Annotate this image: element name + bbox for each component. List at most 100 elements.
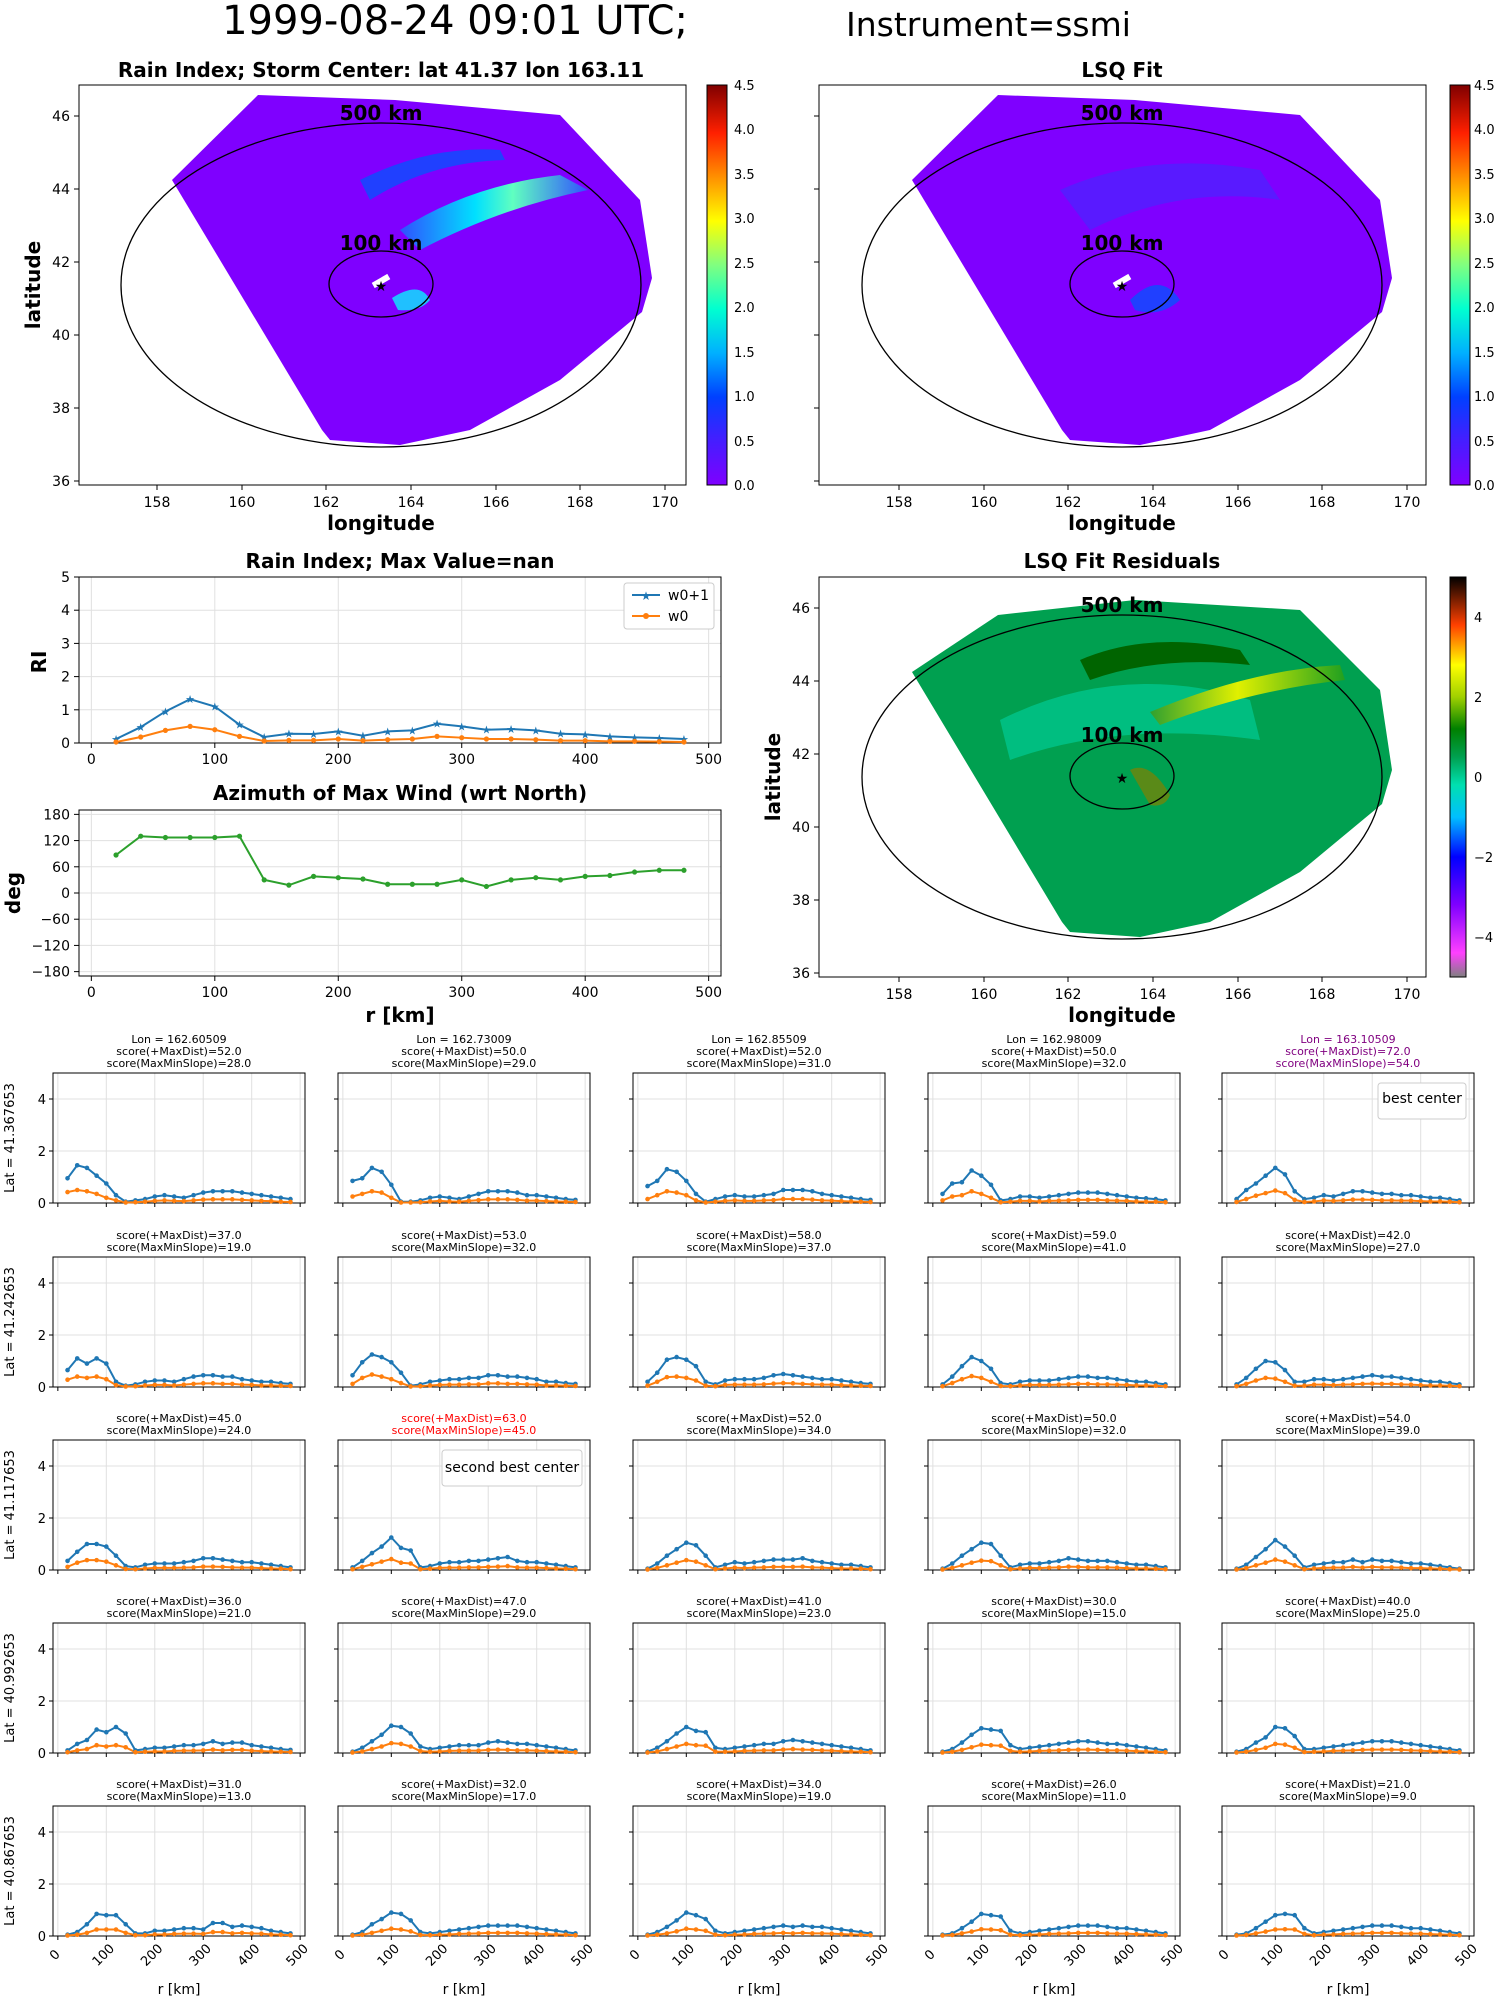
data-point: [230, 1740, 235, 1745]
data-point: [515, 1923, 520, 1928]
data-point: [959, 1553, 965, 1558]
data-point: [268, 1379, 274, 1385]
data-point: [171, 1383, 177, 1388]
data-point: [858, 1383, 864, 1388]
data-point: [466, 1375, 472, 1381]
data-point: [113, 1912, 119, 1918]
data-point: [200, 1927, 206, 1932]
data-point: [1114, 1741, 1120, 1747]
data-point: [1379, 1198, 1385, 1203]
data-point: [553, 1383, 559, 1388]
rain-gap-marker: [371, 273, 391, 289]
x-tick-label: 300: [1062, 1941, 1090, 1969]
score-cell: score(+MaxDist)=41.0score(MaxMinSlope)=2…: [629, 1595, 886, 1757]
cbar-tick: 0.0: [1474, 479, 1495, 494]
x-tick-label: 100: [201, 752, 228, 768]
data-point: [456, 1376, 462, 1382]
data-point: [1263, 1919, 1268, 1924]
series-line-w0p1: [942, 1541, 1166, 1570]
data-point: [703, 1916, 708, 1922]
data-point: [553, 1928, 559, 1934]
data-point: [742, 1744, 747, 1749]
data-point: [1056, 1382, 1062, 1387]
series-line-w0p1: [351, 1536, 576, 1569]
data-point: [1350, 1741, 1356, 1747]
x-tick-label: 100: [90, 1941, 118, 1969]
data-point: [181, 1931, 187, 1936]
cell-title-line: score(+MaxDist)=50.0: [991, 1412, 1116, 1425]
data-point: [385, 737, 391, 743]
data-point: [742, 1376, 747, 1382]
data-point: [1428, 1927, 1433, 1932]
data-point: [1253, 1378, 1259, 1383]
data-point: [259, 1565, 264, 1571]
data-point: [1282, 1742, 1288, 1747]
data-point: [1399, 1559, 1404, 1565]
data-point: [654, 1745, 660, 1751]
best-center-label: best center: [1382, 1091, 1462, 1107]
data-point: [544, 1748, 549, 1754]
data-point: [810, 1558, 815, 1564]
xtick: 168: [1309, 987, 1336, 1003]
data-point: [236, 733, 243, 739]
data-point: [1428, 1383, 1433, 1388]
data-point: [1085, 1374, 1091, 1379]
data-point: [1273, 1376, 1278, 1381]
data-point: [268, 1928, 274, 1934]
data-point: [359, 1558, 365, 1564]
data-point: [162, 1561, 167, 1566]
data-point: [191, 1558, 196, 1564]
data-point: [1134, 1199, 1139, 1204]
data-point: [1095, 1375, 1100, 1381]
data-point: [476, 1924, 481, 1930]
data-point: [1418, 1561, 1423, 1566]
data-point: [142, 1383, 148, 1388]
data-point: [1124, 1561, 1129, 1566]
data-point: [1273, 1741, 1278, 1747]
data-point: [278, 1199, 284, 1204]
data-point: [268, 1198, 274, 1204]
cell-frame: [52, 1622, 306, 1754]
data-point: [1457, 1749, 1462, 1755]
xtick: 160: [229, 495, 256, 511]
data-point: [969, 1546, 974, 1552]
data-point: [868, 1383, 873, 1389]
data-point: [1163, 1199, 1168, 1205]
data-point: [1134, 1748, 1139, 1754]
data-point: [1379, 1558, 1385, 1564]
azimuth-ylabel: deg: [1, 872, 25, 914]
data-point: [1389, 1191, 1394, 1197]
data-point: [1428, 1562, 1433, 1568]
data-point: [607, 738, 613, 744]
data-point: [761, 1192, 767, 1198]
data-point: [664, 1931, 670, 1936]
data-point: [505, 1381, 510, 1387]
data-point: [771, 1191, 776, 1197]
data-point: [389, 1195, 394, 1201]
data-point: [181, 1382, 187, 1387]
data-point: [829, 1565, 834, 1571]
cell-frame: [927, 1805, 1181, 1937]
data-point: [722, 1382, 728, 1388]
score-cell: score(+MaxDist)=47.0score(MaxMinSlope)=2…: [334, 1595, 591, 1757]
x-tick-label: 0: [47, 1947, 63, 1963]
data-point: [1399, 1198, 1404, 1203]
residual-map-yticks: 36 38 40 42 44 46: [792, 601, 819, 982]
data-point: [389, 1723, 394, 1728]
data-point: [1075, 1739, 1081, 1744]
data-point: [1124, 1565, 1129, 1571]
data-point: [1243, 1187, 1249, 1193]
data-point: [1321, 1565, 1327, 1571]
data-point: [239, 1747, 245, 1753]
data-point: [1046, 1931, 1052, 1937]
data-point: [181, 1198, 187, 1204]
data-point: [1056, 1925, 1062, 1931]
data-point: [1066, 1564, 1071, 1569]
cbar-tick: 3.0: [1474, 212, 1495, 227]
cell-title-line: score(+MaxDist)=50.0: [401, 1045, 526, 1058]
data-point: [104, 1927, 109, 1932]
data-point: [65, 1558, 70, 1564]
cell-frame: [1221, 1256, 1475, 1388]
data-point: [1428, 1931, 1433, 1937]
data-point: [544, 1194, 549, 1199]
